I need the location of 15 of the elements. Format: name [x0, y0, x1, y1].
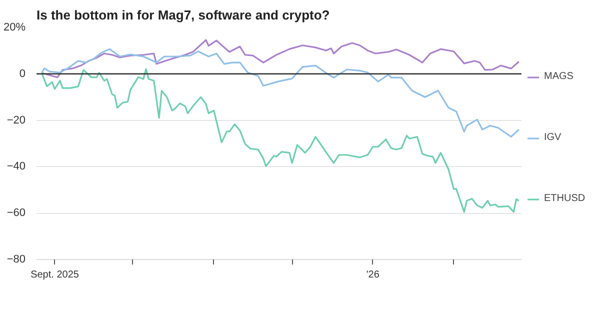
line-series — [40, 68, 520, 213]
legend-label: MAGS — [544, 71, 574, 82]
y-tick-label: −60 — [6, 207, 26, 220]
x-tick-label: Sept. 2025 — [30, 270, 80, 280]
y-tick-label: −80 — [6, 254, 26, 266]
legend-label: ETHUSD — [544, 193, 586, 204]
y-tick-label: 0 — [19, 68, 26, 80]
y-tick-label: −20 — [6, 114, 26, 126]
legend-label: IGV — [544, 132, 562, 143]
y-tick-label: 20% — [3, 22, 26, 34]
line-series — [40, 39, 520, 78]
x-tick-label: '26 — [366, 270, 380, 280]
y-tick-label: −40 — [6, 160, 26, 173]
chart-title: Is the bottom in for Mag7, software and crypto? — [36, 8, 330, 22]
line-series — [40, 48, 520, 138]
